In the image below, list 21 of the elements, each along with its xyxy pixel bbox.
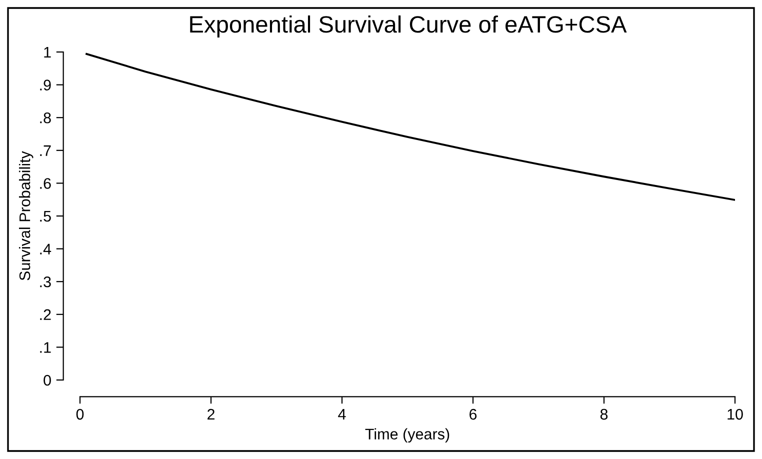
x-tick-label: 8 xyxy=(600,408,608,420)
y-tick-label: .8 xyxy=(40,112,51,124)
y-tick-label: .4 xyxy=(40,244,52,254)
y-tick-label: .9 xyxy=(40,80,51,90)
x-tick-label: 0 xyxy=(76,408,84,420)
chart-title: Exponential Survival Curve of eATG+CSA xyxy=(190,15,627,38)
y-axis-title: Survival Probability xyxy=(18,151,34,280)
x-tick-label: 4 xyxy=(338,409,346,420)
x-tick-label: 10 xyxy=(728,408,743,420)
y-tick-label: .2 xyxy=(40,309,51,320)
y-tick-label: .7 xyxy=(40,145,51,156)
y-tick-label: .5 xyxy=(40,211,51,222)
x-axis-title: Time (years) xyxy=(365,428,450,443)
x-tick-label: 2 xyxy=(208,408,214,420)
line-series xyxy=(86,52,735,201)
y-tick-label: .1 xyxy=(40,342,51,353)
x-tick-label: 6 xyxy=(470,408,477,420)
y-tick-label: .6 xyxy=(40,178,51,189)
y-tick-label: 0 xyxy=(44,374,51,386)
y-tick-label: .3 xyxy=(40,276,51,288)
y-tick-label: 1 xyxy=(44,47,51,58)
